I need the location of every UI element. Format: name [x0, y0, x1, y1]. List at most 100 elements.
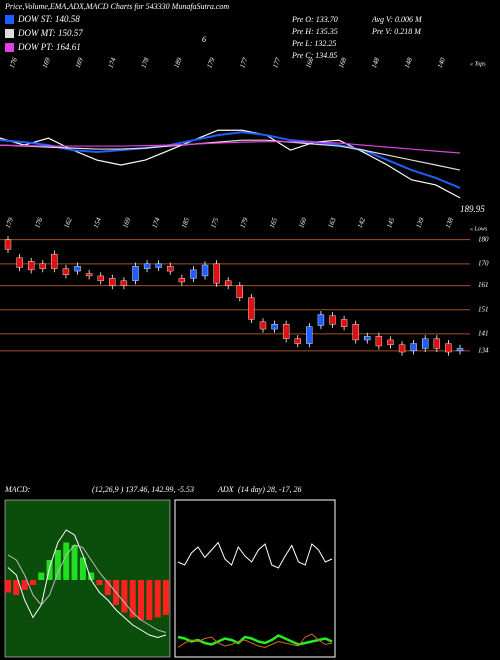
candle-body	[271, 324, 278, 330]
histogram-bar	[38, 572, 45, 580]
candle-body	[433, 338, 441, 349]
candle-body	[364, 336, 371, 341]
top-label: 148	[403, 56, 414, 69]
low-label: 185	[180, 216, 191, 229]
candle-body	[387, 339, 394, 345]
top-label: 169	[74, 56, 85, 69]
candle-body	[456, 348, 464, 352]
annotation: 189.95	[460, 204, 485, 214]
candle-body	[225, 280, 232, 286]
line	[0, 129, 461, 199]
low-label: 138	[444, 216, 455, 229]
histogram-bar	[129, 580, 136, 618]
histogram-bar	[88, 572, 95, 580]
histogram-bar	[63, 542, 70, 580]
adx-panel	[174, 499, 336, 658]
low-label: 142	[356, 216, 367, 229]
legend-label: DOW PT: 164.61	[17, 42, 81, 52]
macd-label: MACD:	[4, 485, 31, 494]
adx-line	[177, 633, 333, 649]
low-label: 174	[151, 216, 162, 229]
legend-swatch	[5, 15, 14, 24]
legend-label: DOW ST: 140.58	[17, 14, 80, 24]
top-label: 177	[271, 56, 282, 69]
adx-params: (14 day) 28, -17, 26	[238, 485, 302, 494]
histogram-bar	[138, 580, 145, 620]
candle-body	[167, 266, 174, 272]
top-label: 140	[436, 56, 447, 69]
lows-label: « Lows	[470, 226, 488, 232]
low-label: 175	[209, 216, 220, 229]
candle-body	[294, 338, 301, 344]
candle-body	[109, 278, 116, 286]
tops-label: « Tops	[470, 61, 486, 67]
candle-body	[248, 297, 255, 320]
candle-body	[306, 326, 313, 344]
histogram-bar	[154, 580, 161, 618]
macd-line	[7, 544, 167, 633]
adx-line	[177, 541, 333, 569]
stat: Pre O: 133.70	[291, 15, 338, 24]
stat: Pre L: 132.25	[291, 39, 336, 48]
low-label: 179	[239, 216, 250, 229]
top-label: 148	[370, 56, 381, 69]
legend-swatch	[5, 29, 14, 38]
candle-body	[422, 338, 429, 349]
stat: Avg V: 0.006 M	[371, 15, 423, 24]
low-label: 163	[327, 216, 338, 229]
top-label: 177	[238, 56, 249, 69]
candle-body	[317, 314, 325, 326]
legend-label: DOW MT: 150.57	[17, 28, 83, 38]
low-label: 169	[121, 216, 132, 229]
top-label: 169	[41, 56, 52, 69]
candle-body	[282, 324, 290, 339]
adx-line	[177, 634, 333, 646]
histogram-bar	[146, 580, 153, 620]
line	[0, 141, 461, 154]
candle-body	[120, 280, 128, 286]
y-tick-label: 180	[478, 235, 489, 243]
top-label: 178	[140, 56, 151, 69]
low-label: 176	[33, 216, 44, 229]
y-tick-label: 170	[478, 259, 489, 267]
candle-body	[340, 319, 348, 327]
y-tick-label: 141	[478, 330, 489, 338]
low-label: 154	[92, 216, 103, 229]
legend-swatch	[5, 43, 14, 52]
histogram-bar	[104, 580, 111, 595]
stat: Pre V: 0.218 M	[371, 27, 422, 36]
candle-body	[201, 264, 209, 277]
histogram-bar	[163, 580, 169, 615]
stat: Pre C: 134.85	[291, 51, 337, 60]
histogram-bar	[54, 550, 61, 580]
top-label: 166	[304, 56, 315, 69]
candle-body	[190, 269, 197, 279]
stat: Pre H: 135.35	[291, 27, 338, 36]
candle-body	[398, 344, 406, 353]
line	[0, 139, 461, 171]
candle-body	[329, 315, 336, 325]
low-label: 145	[385, 216, 396, 229]
top-label: 174	[107, 56, 118, 69]
candle-body	[74, 266, 81, 272]
candle-body	[51, 253, 58, 269]
macd-params: (12,26,9 ) 137.46, 142.99, -5.53	[92, 485, 194, 494]
top-label: 176	[8, 56, 19, 69]
low-label: 139	[415, 216, 426, 229]
histogram-bar	[96, 580, 103, 585]
low-label: 165	[268, 216, 279, 229]
top-label: 168	[337, 56, 348, 69]
macd-line	[7, 529, 167, 639]
candle-body	[213, 263, 220, 284]
histogram-bar	[71, 545, 78, 580]
adx-label: ADX	[217, 485, 235, 494]
marker: 6	[202, 35, 206, 44]
page-title: Price,Volume,EMA,ADX,MACD Charts for 543…	[4, 2, 229, 11]
candle-body	[4, 239, 12, 250]
candle-body	[39, 263, 46, 269]
y-tick-label: 134	[478, 346, 489, 354]
candle-body	[132, 266, 139, 281]
histogram-bar	[21, 580, 28, 590]
